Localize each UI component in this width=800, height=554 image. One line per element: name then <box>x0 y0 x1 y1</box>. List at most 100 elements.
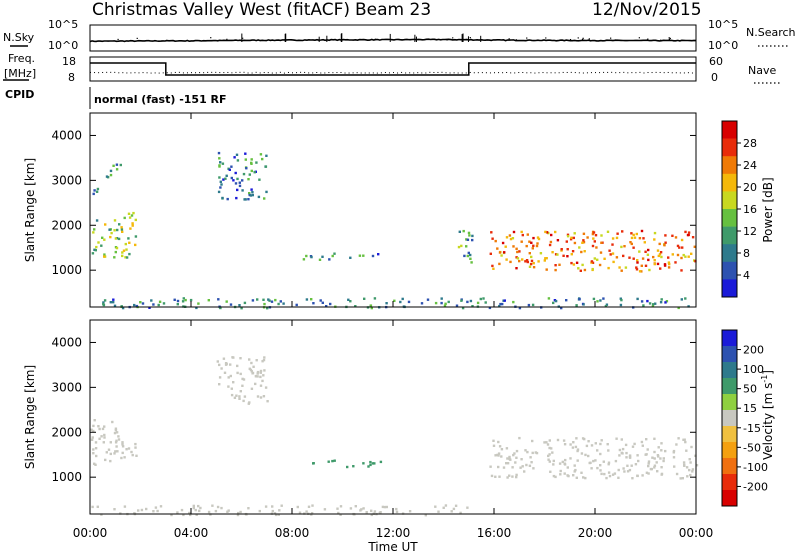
heat-cell <box>530 255 533 259</box>
heat-cell <box>615 256 619 259</box>
heat-cell <box>109 173 113 177</box>
heat-cell <box>484 301 487 304</box>
heat-cell <box>689 473 692 477</box>
heat-cell <box>192 504 195 508</box>
heat-cell <box>512 300 515 304</box>
heat-cell <box>665 300 669 303</box>
heat-cell <box>256 375 259 378</box>
colorbar-swatch <box>722 410 737 427</box>
heat-cell <box>108 228 111 231</box>
heat-cell <box>536 242 539 245</box>
heat-cell <box>222 357 226 360</box>
heat-cell <box>574 468 577 472</box>
noise-search-point <box>668 37 670 39</box>
heat-cell <box>218 176 221 179</box>
heat-cell <box>592 297 596 301</box>
velocity-y-ticks: 1000 2000 3000 4000 <box>51 335 696 484</box>
nave-point <box>607 71 609 73</box>
heat-cell <box>95 245 98 249</box>
heat-cell <box>444 504 448 507</box>
heat-cell <box>508 474 511 477</box>
heat-cell <box>656 454 660 457</box>
noise-search-point <box>374 38 376 40</box>
heat-cell <box>580 471 583 474</box>
colorbar-swatch <box>722 244 737 263</box>
heat-cell <box>236 188 239 192</box>
heat-cell <box>255 359 258 362</box>
heat-cell <box>227 509 230 512</box>
heat-cell <box>137 509 140 512</box>
heat-cell <box>225 300 228 303</box>
heat-cell <box>233 156 236 159</box>
heat-cell <box>247 507 250 510</box>
heat-cell <box>238 184 242 188</box>
heat-cell <box>687 231 691 234</box>
heat-cell <box>100 435 103 438</box>
heat-cell <box>520 458 523 461</box>
nave-point <box>126 72 128 74</box>
noise-search-point <box>669 37 671 40</box>
heat-cell <box>232 381 235 384</box>
heat-cell <box>528 464 532 467</box>
heat-cell <box>225 362 228 366</box>
heat-cell <box>604 305 608 308</box>
nave-point <box>324 72 326 74</box>
heat-cell <box>565 299 568 302</box>
heat-cell <box>691 468 695 471</box>
heat-cell <box>242 172 246 176</box>
power-panel-frame <box>89 112 697 308</box>
heat-cell <box>573 241 577 245</box>
heat-cell <box>103 253 106 256</box>
heat-cell <box>515 267 518 270</box>
heat-cell <box>684 297 687 300</box>
heat-cell <box>648 302 652 305</box>
heat-cell <box>162 302 166 305</box>
heat-cell <box>640 440 644 444</box>
noise-search-point <box>530 39 532 41</box>
heat-cell <box>349 256 352 259</box>
heat-cell <box>216 360 219 363</box>
heat-cell <box>321 255 324 258</box>
heat-cell <box>479 297 482 301</box>
noise-left-label: N.Sky <box>3 31 35 44</box>
heat-cell <box>250 361 253 365</box>
nave-point <box>207 71 209 73</box>
heat-cell <box>113 229 116 232</box>
heat-cell <box>635 232 638 236</box>
heat-cell <box>615 236 619 240</box>
power-y-ticks: 1000 2000 3000 4000 <box>51 128 696 277</box>
heat-cell <box>424 514 427 517</box>
heat-cell <box>354 505 357 508</box>
heat-cell <box>96 505 99 508</box>
heat-cell <box>92 231 95 234</box>
nave-point <box>195 72 197 74</box>
heat-cell <box>653 464 657 467</box>
heat-cell <box>370 306 373 310</box>
heat-cell <box>691 236 695 239</box>
heat-cell <box>598 263 602 267</box>
heat-cell <box>112 301 115 304</box>
x-tick-label: 00:00 <box>679 526 714 540</box>
nave-point <box>485 72 487 74</box>
heat-cell <box>619 297 622 300</box>
heat-cell <box>93 248 96 251</box>
heat-cell <box>115 439 118 442</box>
heat-cell <box>466 238 470 241</box>
heat-cell <box>443 304 447 307</box>
heat-cell <box>544 230 547 234</box>
heat-cell <box>112 298 115 301</box>
nave-point <box>457 72 459 74</box>
heat-cell <box>501 241 505 245</box>
heat-cell <box>630 242 633 246</box>
heat-cell <box>607 461 611 464</box>
nave-point <box>530 72 532 74</box>
heat-cell <box>268 299 271 302</box>
heat-cell <box>150 299 153 302</box>
heat-cell <box>515 449 519 453</box>
heat-cell <box>618 266 621 269</box>
freq-left-tick-top: 18 <box>62 55 76 68</box>
heat-cell <box>685 466 689 469</box>
heat-cell <box>123 216 126 220</box>
heat-cell <box>600 439 603 442</box>
heat-cell <box>180 508 184 512</box>
